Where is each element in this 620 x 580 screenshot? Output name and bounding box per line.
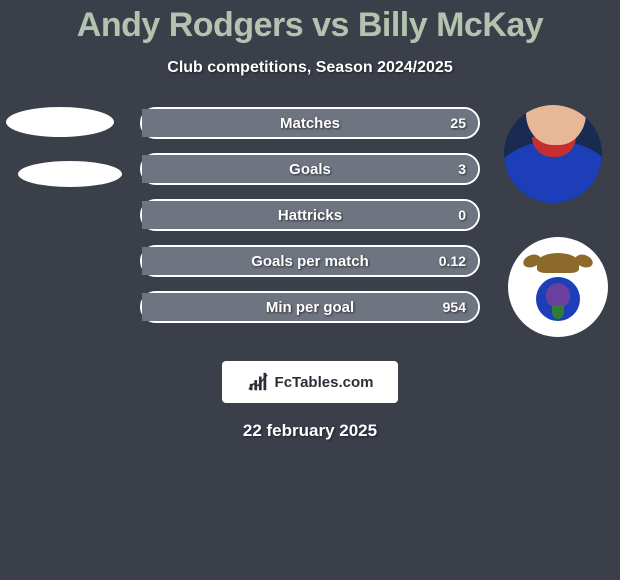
- stat-bar-fill: [142, 247, 478, 275]
- club-badge-right: [508, 237, 608, 337]
- stat-bar-fill: [142, 201, 478, 229]
- infographic-date: 22 february 2025: [0, 421, 620, 441]
- page-title: Andy Rodgers vs Billy McKay: [0, 0, 620, 45]
- stat-bar: Hattricks 0: [140, 199, 480, 231]
- fctables-label: FcTables.com: [275, 374, 374, 391]
- fctables-watermark: FcTables.com: [222, 361, 398, 403]
- player-left-placeholder-1: [6, 107, 114, 137]
- page-subtitle: Club competitions, Season 2024/2025: [0, 59, 620, 77]
- stat-bar-fill: [142, 293, 478, 321]
- badge-eagle-icon: [537, 253, 579, 273]
- comparison-stage: Matches 25 Goals 3 Hattricks 0 Goals per…: [0, 97, 620, 357]
- stat-bars: Matches 25 Goals 3 Hattricks 0 Goals per…: [140, 107, 480, 337]
- stat-bar-fill: [142, 155, 478, 183]
- stat-bar-fill: [142, 109, 478, 137]
- stat-bar: Min per goal 954: [140, 291, 480, 323]
- stat-bar: Goals per match 0.12: [140, 245, 480, 277]
- badge-thistle-icon: [536, 277, 580, 321]
- stat-bar: Matches 25: [140, 107, 480, 139]
- stat-bar: Goals 3: [140, 153, 480, 185]
- player-right-photo: [504, 105, 602, 203]
- player-left-placeholder-2: [18, 161, 122, 187]
- bar-chart-icon: [247, 371, 269, 393]
